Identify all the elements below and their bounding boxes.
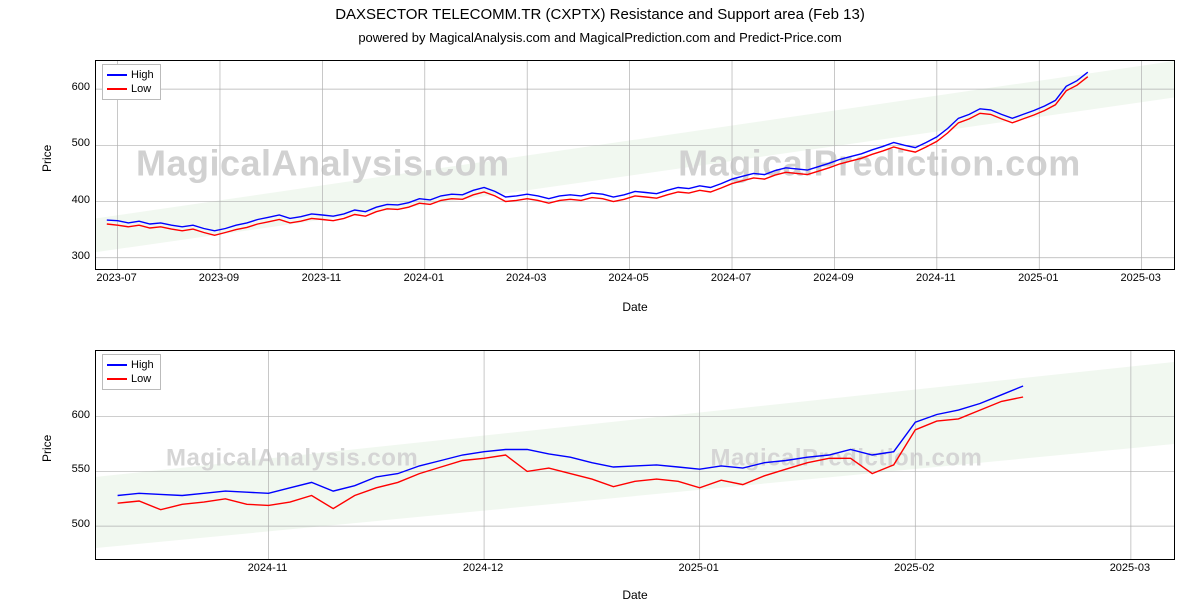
chart-title: DAXSECTOR TELECOMM.TR (CXPTX) Resistance… <box>0 6 1200 23</box>
x-axis-label-2: Date <box>95 588 1175 600</box>
x-tick-label: 2024-11 <box>237 562 297 574</box>
legend-low-label: Low <box>131 372 151 386</box>
x-tick-label: 2025-03 <box>1100 562 1160 574</box>
x-axis-label-1: Date <box>95 300 1175 314</box>
svg-text:MagicalAnalysis.com: MagicalAnalysis.com <box>166 444 418 471</box>
y-tick-label: 300 <box>55 250 90 262</box>
chart-top-svg: MagicalAnalysis.comMagicalPrediction.com <box>96 61 1174 269</box>
x-tick-label: 2023-09 <box>189 272 249 284</box>
legend-high-swatch <box>107 74 127 76</box>
legend-low-row: Low <box>107 82 154 96</box>
legend-high-label: High <box>131 358 154 372</box>
legend-high-row: High <box>107 358 154 372</box>
legend-high-swatch <box>107 364 127 366</box>
y-axis-label-1: Price <box>40 158 54 172</box>
x-tick-label: 2025-01 <box>669 562 729 574</box>
x-tick-label: 2024-07 <box>701 272 761 284</box>
y-tick-label: 600 <box>55 409 90 421</box>
x-tick-label: 2024-12 <box>453 562 513 574</box>
legend-low-swatch <box>107 88 127 90</box>
x-tick-label: 2024-11 <box>906 272 966 284</box>
legend-high-label: High <box>131 68 154 82</box>
x-tick-label: 2023-07 <box>87 272 147 284</box>
svg-text:MagicalAnalysis.com: MagicalAnalysis.com <box>136 142 510 183</box>
chart-bottom: MagicalAnalysis.comMagicalPrediction.com <box>95 350 1175 560</box>
y-tick-label: 500 <box>55 518 90 530</box>
x-tick-label: 2024-03 <box>496 272 556 284</box>
legend-top: High Low <box>102 64 161 100</box>
page-root: DAXSECTOR TELECOMM.TR (CXPTX) Resistance… <box>0 0 1200 600</box>
x-tick-label: 2025-02 <box>884 562 944 574</box>
x-tick-label: 2025-01 <box>1008 272 1068 284</box>
legend-low-row: Low <box>107 372 154 386</box>
y-tick-label: 500 <box>55 137 90 149</box>
y-tick-label: 400 <box>55 194 90 206</box>
x-tick-label: 2023-11 <box>291 272 351 284</box>
chart-top: MagicalAnalysis.comMagicalPrediction.com <box>95 60 1175 270</box>
x-tick-label: 2025-03 <box>1111 272 1171 284</box>
legend-bottom: High Low <box>102 354 161 390</box>
x-tick-label: 2024-09 <box>803 272 863 284</box>
x-tick-label: 2024-05 <box>599 272 659 284</box>
y-tick-label: 600 <box>55 81 90 93</box>
legend-low-label: Low <box>131 82 151 96</box>
legend-high-row: High <box>107 68 154 82</box>
chart-bottom-svg: MagicalAnalysis.comMagicalPrediction.com <box>96 351 1174 559</box>
y-tick-label: 550 <box>55 463 90 475</box>
x-tick-label: 2024-01 <box>394 272 454 284</box>
legend-low-swatch <box>107 378 127 380</box>
y-axis-label-2: Price <box>40 448 54 462</box>
chart-subtitle: powered by MagicalAnalysis.com and Magic… <box>0 30 1200 45</box>
